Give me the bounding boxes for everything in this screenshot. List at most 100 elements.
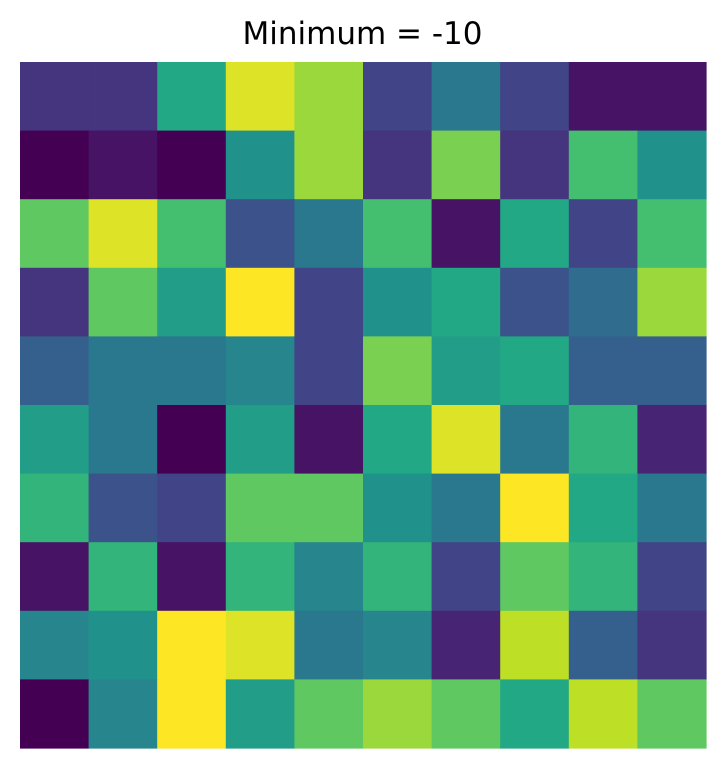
heatmap-cell — [500, 542, 570, 612]
heatmap-cell — [225, 473, 295, 543]
heatmap-cell — [88, 473, 158, 543]
heatmap-cell — [500, 610, 570, 680]
heatmap-cell — [225, 62, 295, 132]
heatmap-cell — [294, 199, 364, 269]
heatmap-cell — [157, 610, 227, 680]
heatmap-cell — [637, 473, 707, 543]
heatmap-cell — [500, 130, 570, 200]
heatmap-cell — [88, 542, 158, 612]
chart-title: Minimum = -10 — [242, 16, 483, 52]
heatmap-cell — [637, 130, 707, 200]
heatmap-cell — [294, 267, 364, 337]
heatmap-cell — [363, 473, 433, 543]
heatmap-cell — [431, 610, 501, 680]
heatmap-cell — [568, 267, 638, 337]
heatmap-cell — [500, 199, 570, 269]
heatmap-cell — [294, 473, 364, 543]
heatmap-cell — [363, 199, 433, 269]
heatmap-cell — [637, 542, 707, 612]
heatmap-cell — [225, 267, 295, 337]
heatmap-cell — [431, 473, 501, 543]
heatmap-cell — [225, 542, 295, 612]
heatmap-cell — [637, 267, 707, 337]
heatmap-cell — [88, 199, 158, 269]
heatmap-cell — [363, 130, 433, 200]
heatmap-cell — [431, 336, 501, 406]
heatmap-cell — [294, 62, 364, 132]
heatmap-cell — [157, 542, 227, 612]
heatmap-cell — [431, 267, 501, 337]
heatmap-cell — [363, 542, 433, 612]
heatmap-cell — [637, 62, 707, 132]
heatmap-cell — [637, 199, 707, 269]
heatmap-cell — [294, 542, 364, 612]
heatmap-cell — [363, 610, 433, 680]
heatmap-cell — [20, 405, 90, 475]
heatmap-cell — [431, 405, 501, 475]
heatmap-cell — [157, 130, 227, 200]
heatmap-cell — [637, 405, 707, 475]
heatmap-cell — [20, 679, 90, 749]
heatmap-cell — [294, 610, 364, 680]
heatmap-cell — [157, 473, 227, 543]
heatmap-cell — [431, 679, 501, 749]
heatmap-cell — [500, 62, 570, 132]
heatmap-cell — [88, 336, 158, 406]
heatmap-cell — [225, 405, 295, 475]
heatmap-cell — [568, 405, 638, 475]
heatmap-cell — [363, 679, 433, 749]
heatmap-cell — [20, 473, 90, 543]
heatmap-cell — [225, 679, 295, 749]
heatmap-cell — [568, 336, 638, 406]
heatmap-cell — [637, 679, 707, 749]
heatmap-cell — [88, 267, 158, 337]
heatmap-cell — [88, 405, 158, 475]
heatmap-cell — [157, 199, 227, 269]
heatmap-cell — [20, 610, 90, 680]
heatmap-cell — [157, 405, 227, 475]
heatmap-cell — [568, 62, 638, 132]
heatmap-cell — [20, 130, 90, 200]
heatmap-cell — [225, 199, 295, 269]
heatmap-cell — [637, 610, 707, 680]
heatmap-cell — [431, 199, 501, 269]
heatmap-cell — [20, 62, 90, 132]
heatmap-cell — [20, 542, 90, 612]
heatmap-cell — [157, 679, 227, 749]
heatmap-cell — [88, 62, 158, 132]
heatmap-cell — [500, 405, 570, 475]
heatmap-cell — [363, 336, 433, 406]
heatmap-cell — [225, 610, 295, 680]
heatmap-cell — [568, 679, 638, 749]
heatmap-cell — [88, 610, 158, 680]
heatmap-cell — [157, 62, 227, 132]
heatmap-cell — [294, 336, 364, 406]
heatmap-cell — [637, 336, 707, 406]
heatmap-cell — [568, 130, 638, 200]
heatmap-cell — [20, 267, 90, 337]
heatmap-cell — [500, 336, 570, 406]
heatmap-cell — [157, 336, 227, 406]
heatmap-cell — [500, 267, 570, 337]
heatmap-cell — [500, 679, 570, 749]
heatmap-cell — [88, 679, 158, 749]
heatmap-cell — [363, 267, 433, 337]
heatmap-cell — [431, 130, 501, 200]
heatmap-cell — [431, 62, 501, 132]
heatmap-cell — [363, 62, 433, 132]
heatmap-cell — [20, 199, 90, 269]
heatmap-cell — [157, 267, 227, 337]
heatmap-cell — [20, 336, 90, 406]
heatmap-cell — [294, 679, 364, 749]
heatmap-cell — [225, 336, 295, 406]
heatmap-cells — [20, 62, 707, 749]
heatmap-cell — [500, 473, 570, 543]
heatmap-cell — [363, 405, 433, 475]
heatmap-cell — [294, 405, 364, 475]
heatmap-cell — [568, 199, 638, 269]
heatmap-cell — [568, 610, 638, 680]
heatmap-cell — [431, 542, 501, 612]
heatmap-cell — [225, 130, 295, 200]
heatmap-cell — [88, 130, 158, 200]
